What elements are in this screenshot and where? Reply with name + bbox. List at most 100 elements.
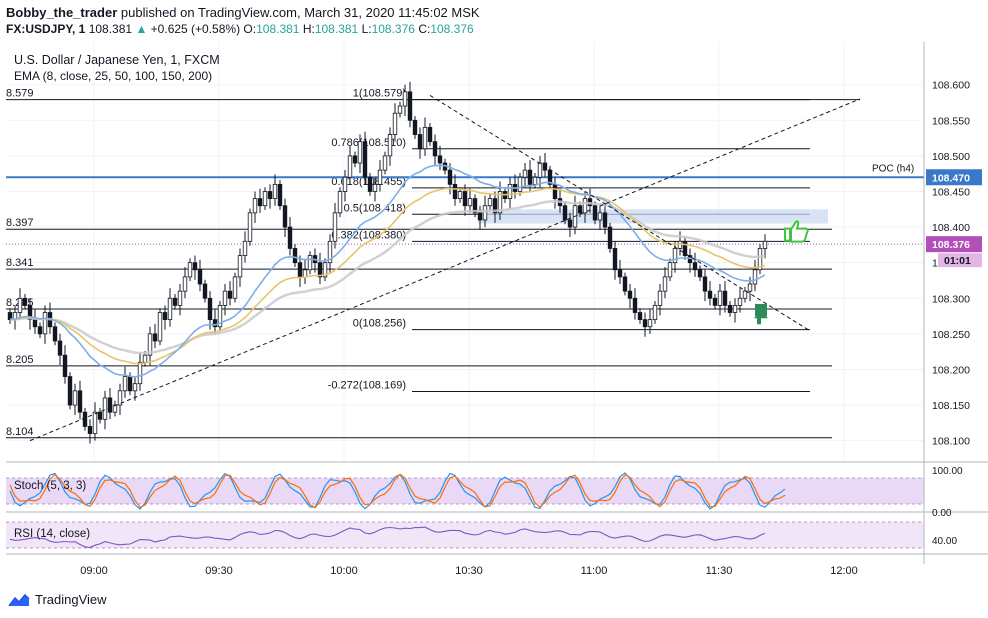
ema-slow-line [9, 200, 766, 355]
candle-body [497, 191, 503, 214]
level-label: 8.397 [6, 217, 34, 229]
candle-body [337, 191, 343, 214]
candle-body [562, 205, 568, 221]
candle-body [357, 141, 363, 164]
candle-body [537, 162, 543, 178]
candle-body [22, 297, 28, 306]
x-tick-label: 10:30 [455, 565, 483, 577]
resistance-zone [478, 209, 828, 224]
candle-body [147, 333, 153, 356]
candle-body [662, 276, 668, 292]
rsi-panel [6, 521, 924, 549]
candle-body [412, 119, 418, 135]
candle-body [277, 183, 283, 207]
fib-label: 1(108.579) [353, 88, 406, 100]
candle-body [617, 269, 623, 278]
candle-body [42, 312, 48, 335]
candle-body [37, 326, 43, 335]
candle-body [647, 319, 653, 328]
axes: 108.600 108.550 108.500 108.450 108.400 108.3… [6, 42, 988, 577]
candle-body [172, 297, 178, 306]
candle-body [742, 290, 748, 299]
l-label: L: [361, 22, 372, 36]
candle-body [627, 290, 633, 299]
candle-body [17, 297, 23, 313]
y-tick-label: 108.150 [932, 400, 970, 412]
level-label: 8.104 [6, 426, 34, 438]
candle-body [322, 262, 328, 278]
candle-body [342, 176, 348, 192]
candle-body [692, 262, 698, 271]
candle-body [762, 240, 768, 249]
candle-body [482, 205, 488, 221]
candle-body [27, 304, 33, 321]
candle-body [72, 390, 78, 406]
candle-body [577, 205, 583, 214]
candle-body [347, 155, 353, 178]
ema-fast-line [9, 164, 766, 378]
current-price-tag [926, 236, 982, 253]
candle-body [747, 283, 753, 292]
candle-body [477, 212, 483, 221]
footer-brand[interactable]: TradingView [35, 592, 107, 607]
y-tick-label: 108.200 [932, 364, 970, 376]
stoch-panel [6, 472, 924, 510]
candle-body [732, 304, 738, 313]
candle-body [87, 426, 93, 434]
level-label: 8.579 [6, 88, 34, 100]
candle-body [192, 262, 198, 271]
author[interactable]: Bobby_the_trader [6, 5, 118, 20]
y-tick-label: 108.100 [932, 436, 970, 448]
candle-body [177, 290, 183, 306]
candle-body [707, 290, 713, 299]
level-label: 8.205 [6, 354, 34, 366]
candle-body [127, 376, 133, 392]
x-tick-label: 09:30 [205, 565, 233, 577]
high-value: 108.381 [314, 22, 359, 36]
x-tick-label: 10:00 [330, 565, 358, 577]
candle-body [507, 183, 513, 200]
poc-price-tag [926, 169, 982, 186]
candle-body [372, 183, 378, 192]
candle-body [407, 91, 413, 121]
poc-label: POC (h4) [872, 163, 914, 174]
candle-body [307, 255, 313, 271]
candle-body [262, 191, 268, 207]
candle-body [362, 141, 368, 178]
candle-body [302, 269, 308, 278]
candle-body [607, 226, 613, 249]
candle-body [252, 198, 258, 214]
candle-body [52, 326, 58, 342]
candle-body [182, 276, 188, 292]
candle-body [717, 290, 723, 306]
candle-body [317, 262, 323, 278]
candle-body [197, 269, 203, 285]
price-chart[interactable]: 8.5798.3978.3418.2858.2058.1041(108.579)… [0, 42, 988, 586]
rsi-band [6, 522, 924, 548]
thumbs-up-icon [784, 220, 809, 243]
fib-label: -0.272(108.169) [328, 380, 406, 392]
candle-body [102, 397, 108, 420]
candle-body [582, 198, 588, 214]
tradingview-logo-icon [8, 593, 30, 606]
candle-body [142, 354, 148, 363]
candle-body [402, 91, 408, 107]
candle-body [242, 240, 248, 256]
stoch-tick-100: 100.00 [932, 466, 963, 477]
candle-body [472, 198, 478, 214]
candle-body [677, 240, 683, 249]
candle-body [107, 397, 113, 413]
candle-body [622, 276, 628, 292]
candle-body [257, 198, 263, 207]
o-label: O: [243, 22, 257, 36]
legend-title: U.S. Dollar / Japanese Yen, 1, FXCM [14, 53, 220, 67]
fib-label: 0.5(108.418) [344, 202, 406, 214]
candle-body [117, 390, 123, 406]
candle-body [297, 262, 303, 278]
candle-body [67, 376, 73, 406]
y-tick-label: 108.550 [932, 115, 970, 127]
level-label: 8.341 [6, 257, 34, 269]
x-tick-label: 12:00 [830, 565, 858, 577]
candle-body [552, 183, 558, 200]
candle-body [292, 248, 298, 264]
